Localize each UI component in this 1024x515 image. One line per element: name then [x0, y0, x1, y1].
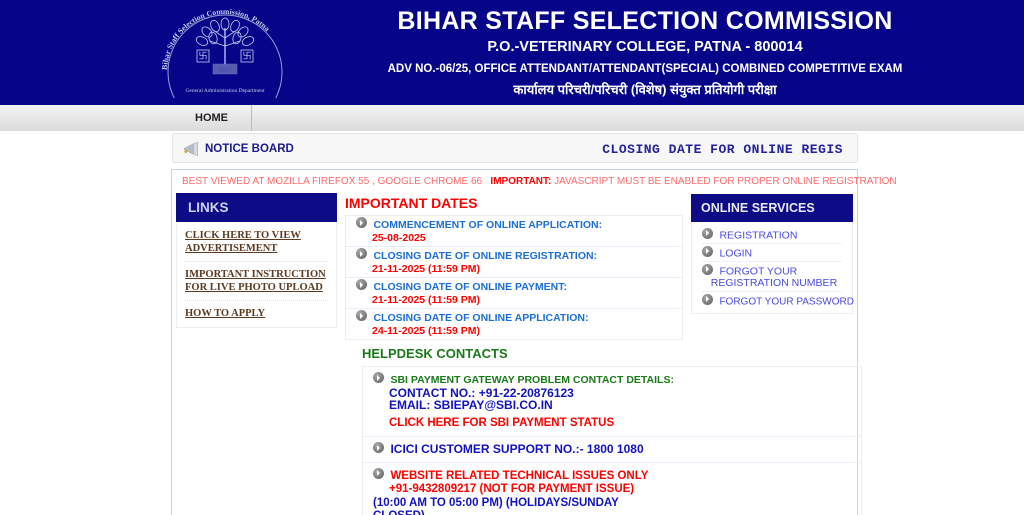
svg-text:卐: 卐 — [242, 51, 251, 61]
svg-text:General Administration Departm: General Administration Department — [185, 88, 265, 94]
svg-text:Bihar Staff Selection Commissi: Bihar Staff Selection Commission, Patna — [160, 8, 272, 70]
svg-text:卐: 卐 — [198, 51, 207, 61]
svg-text:1917: 1917 — [218, 68, 232, 74]
